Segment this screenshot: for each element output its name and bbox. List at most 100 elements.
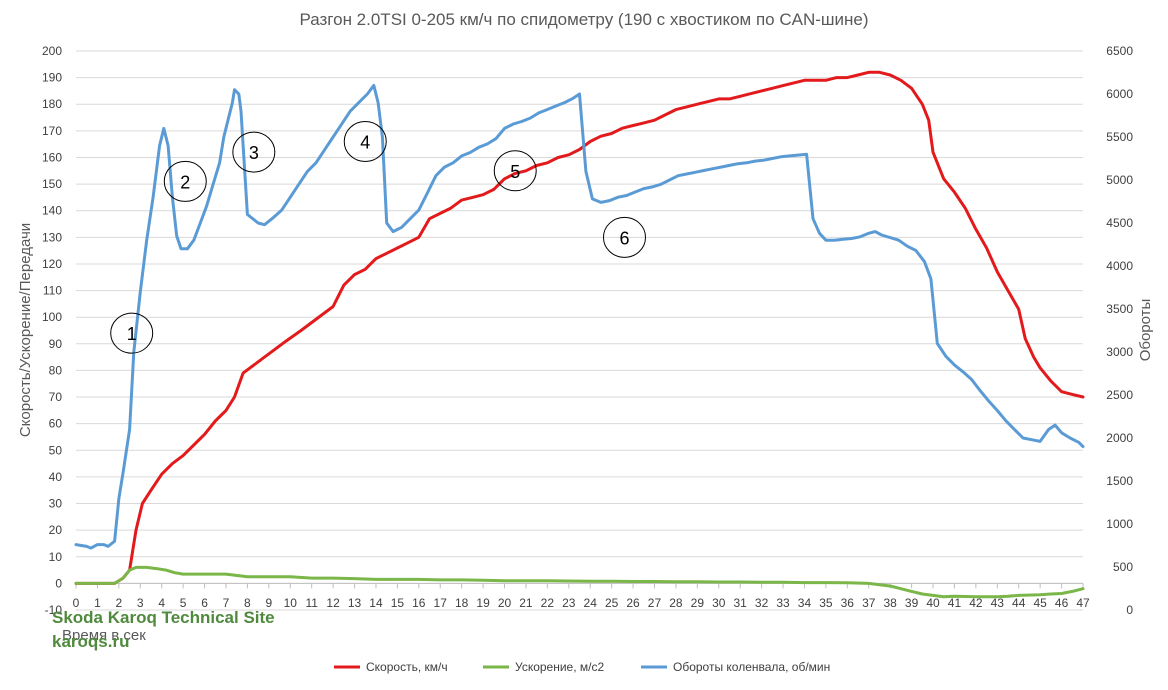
x-tick-label: 19: [476, 596, 490, 610]
x-tick-label: 12: [326, 596, 340, 610]
x-tick-label: 37: [862, 596, 876, 610]
x-axis-label: Время в сек: [62, 627, 146, 644]
series-line-1: [74, 70, 1085, 585]
y-tick-right: 500: [1113, 560, 1133, 574]
x-tick-label: 26: [626, 596, 640, 610]
x-tick-label: 8: [244, 596, 251, 610]
y-tick-left: 70: [49, 390, 63, 404]
y-tick-left: 20: [49, 523, 63, 537]
y-tick-left: 0: [55, 576, 62, 590]
x-tick-label: 14: [369, 596, 383, 610]
x-tick-label: 7: [223, 596, 230, 610]
y-axis-right: 0 500 1000 1500 2000 2500 3000 3500 4000 4500 5000…: [1106, 44, 1133, 617]
x-tick-label: 36: [841, 596, 855, 610]
y-tick-left: 180: [42, 97, 62, 111]
x-tick-label: 21: [519, 596, 533, 610]
annotation-circle: [163, 160, 207, 202]
x-tick-label: 29: [691, 596, 705, 610]
y-tick-right: 1500: [1106, 474, 1133, 488]
y-tick-right: 6500: [1106, 44, 1133, 58]
watermark-site-title: Skoda Karoq Technical Site: [52, 608, 275, 627]
y-tick-left: 60: [49, 417, 63, 431]
annotation-label: 6: [619, 228, 629, 248]
watermark-site-url: karoqs.ru: [52, 632, 130, 651]
x-tick-label: 3: [137, 596, 144, 610]
x-tick-label: 28: [669, 596, 683, 610]
y-tick-left: 90: [49, 337, 63, 351]
annotation-label: 3: [249, 143, 259, 163]
y-tick-left: 100: [42, 310, 62, 324]
x-tick-label: 39: [905, 596, 919, 610]
x-tick-label: 46: [1055, 596, 1069, 610]
y-tick-left: 150: [42, 177, 62, 191]
y-axis-left: -10 0 10 20 30 40 50 60 70 80 90 100 110 120 130 140 150…: [42, 44, 62, 617]
annotation-circle: [110, 312, 154, 354]
y-tick-right: 5000: [1106, 173, 1133, 187]
x-tick-label: 27: [648, 596, 662, 610]
y-tick-right: 4000: [1106, 259, 1133, 273]
y-tick-left: 190: [42, 71, 62, 85]
y-tick-right: 5500: [1106, 130, 1133, 144]
x-tick-label: 2: [116, 596, 123, 610]
x-axis: 0 1 2 3 4 5 6 7 8 9 10 11 12 13 14 15 16 17 18 19 20 21 22 23 24…: [73, 583, 1090, 610]
y-tick-left: 80: [49, 363, 63, 377]
x-tick-label: 43: [991, 596, 1005, 610]
x-tick-label: 11: [305, 596, 318, 610]
y-tick-left: 130: [42, 230, 62, 244]
annotation-label: 5: [510, 162, 520, 182]
x-tick-label: 17: [434, 596, 448, 610]
x-tick-label: 38: [883, 596, 897, 610]
x-tick-label: 45: [1033, 596, 1047, 610]
y-tick-left: 110: [43, 284, 62, 298]
x-tick-label: 6: [201, 596, 208, 610]
y-tick-left: 10: [49, 550, 63, 564]
y-tick-right: 3500: [1106, 302, 1133, 316]
x-tick-label: 10: [284, 596, 298, 610]
legend: Скорость, км/ч Ускорение, м/с2 Обороты кол…: [334, 660, 830, 674]
y-tick-left: 120: [42, 257, 62, 271]
y-tick-left: 30: [49, 497, 63, 511]
x-tick-label: 30: [712, 596, 726, 610]
legend-entry: Обороты коленвала, об/мин: [673, 660, 830, 674]
x-tick-label: 13: [348, 596, 362, 610]
y-tick-right: 3000: [1106, 345, 1133, 359]
x-tick-label: 25: [605, 596, 619, 610]
legend-entry: Скорость, км/ч: [366, 660, 448, 674]
y-tick-right: 4500: [1106, 216, 1133, 230]
x-tick-label: 33: [776, 596, 790, 610]
y-tick-right: 2000: [1106, 431, 1133, 445]
x-tick-label: 5: [180, 596, 187, 610]
annotations: 1 2 3 4 5 6: [110, 121, 646, 354]
annotation-circle: [493, 150, 537, 192]
y-tick-left: 170: [42, 124, 62, 138]
annotation-circle: [602, 216, 646, 258]
x-tick-label: 31: [734, 596, 748, 610]
y-tick-left: 50: [49, 443, 63, 457]
x-tick-label: 4: [158, 596, 165, 610]
y-tick-left: 200: [42, 44, 62, 58]
series-line-2: [74, 565, 1085, 599]
y-tick-right: 1000: [1106, 517, 1133, 531]
annotation-label: 2: [180, 172, 190, 192]
x-tick-label: 9: [265, 596, 272, 610]
annotation-label: 1: [127, 324, 137, 344]
x-tick-label: 24: [584, 596, 598, 610]
x-tick-label: 20: [498, 596, 512, 610]
x-tick-label: 0: [73, 596, 80, 610]
chart-title: Разгон 2.0TSI 0-205 км/ч по спидометру (…: [299, 10, 868, 29]
y-tick-left: 140: [42, 204, 62, 218]
x-tick-label: 18: [455, 596, 469, 610]
x-tick-label: 41: [948, 596, 962, 610]
series-lines: [74, 70, 1085, 599]
x-tick-label: 35: [819, 596, 833, 610]
x-tick-label: 42: [969, 596, 983, 610]
legend-entry: Ускорение, м/с2: [515, 660, 604, 674]
x-tick-label: 40: [926, 596, 940, 610]
x-tick-label: 22: [541, 596, 555, 610]
y-tick-right: 6000: [1106, 87, 1133, 101]
x-tick-label: 16: [412, 596, 426, 610]
series-line-3: [74, 83, 1085, 550]
y-tick-left: 40: [49, 470, 63, 484]
annotation-circle: [232, 131, 276, 173]
